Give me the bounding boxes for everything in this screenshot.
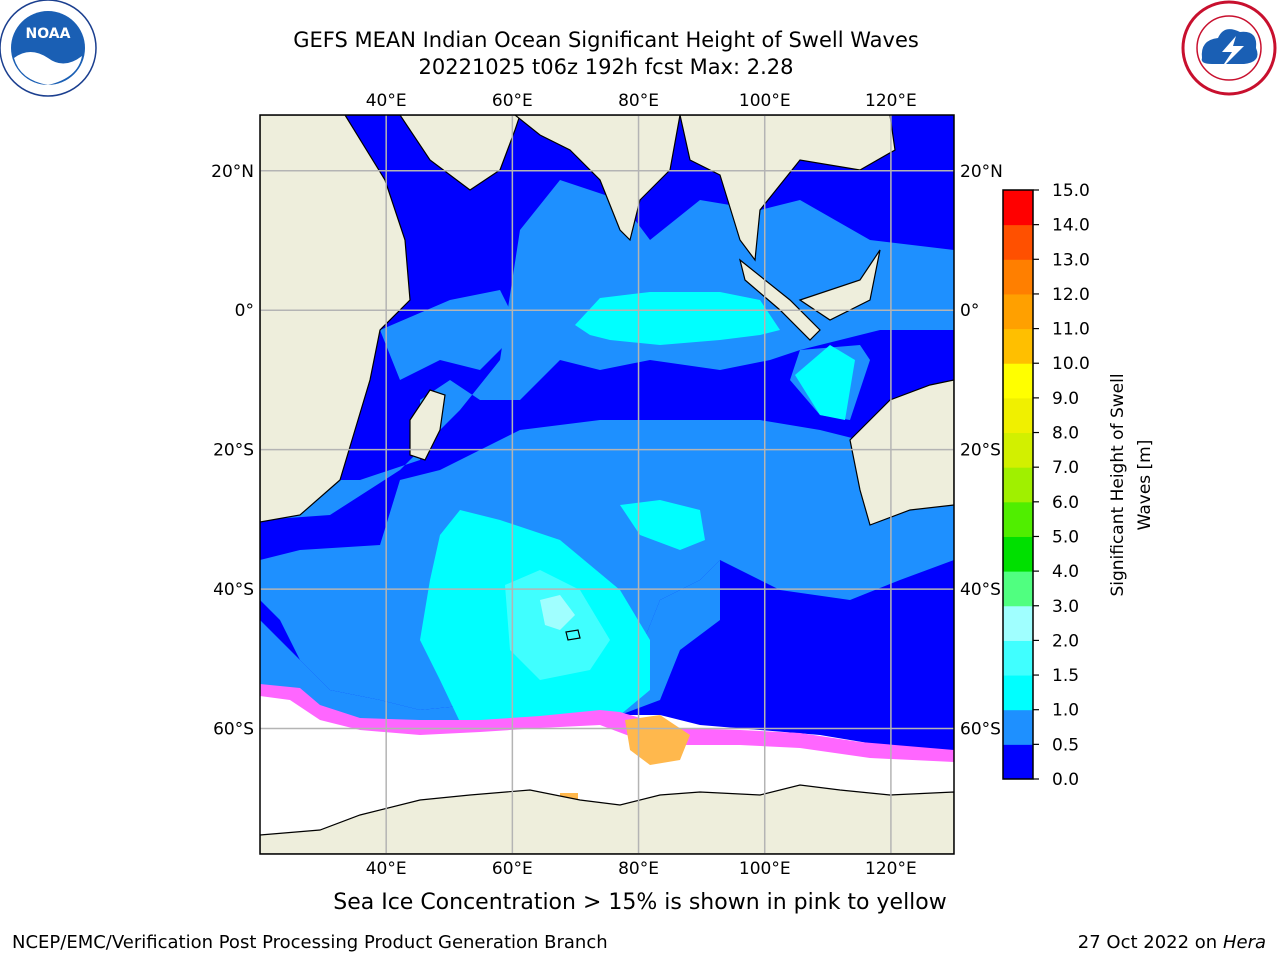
colorbar-swatch <box>1003 571 1033 607</box>
colorbar-swatch <box>1003 501 1033 537</box>
land-southeast-asia <box>679 115 896 262</box>
colorbar-tick-label: 7.0 <box>1052 458 1079 478</box>
land-sumatra <box>738 258 821 341</box>
land-borneo <box>798 249 881 321</box>
lon-tick-label-bottom: 60°E <box>492 859 533 879</box>
colorbar: 0.0 0.5 1.0 1.5 2.0 3.0 4.0 5.0 6.0 7.0 8.0 9.0 10.0… <box>1002 181 1090 790</box>
colorbar-tick-label: 15.0 <box>1052 181 1090 201</box>
colorbar-tick-label: 10.0 <box>1052 354 1090 374</box>
colorbar-swatch <box>1003 536 1033 572</box>
lon-tick-label-bottom: 120°E <box>865 859 917 879</box>
lat-tick-label-right: 20°N <box>960 162 1003 182</box>
colorbar-swatch <box>1003 709 1033 745</box>
colorbar-swatch <box>1003 675 1033 711</box>
colorbar-swatch <box>1003 293 1033 330</box>
colorbar-swatch <box>1003 397 1033 434</box>
lon-tick-label-bottom: 100°E <box>739 859 791 879</box>
lon-tick-label-top: 120°E <box>865 91 917 111</box>
lat-tick-label-right: 60°S <box>960 720 1001 740</box>
land-australia <box>849 379 954 526</box>
colorbar-tick-label: 5.0 <box>1052 527 1079 547</box>
map-subtitle: 20221025 t06z 192h fcst Max: 2.28 <box>418 55 794 79</box>
lat-tick-label-left: 20°N <box>211 162 254 182</box>
colorbar-swatch <box>1003 432 1033 468</box>
colorbar-swatch <box>1003 363 1033 399</box>
colorbar-tick-label: 2.0 <box>1052 631 1079 651</box>
footer-host: Hera <box>1222 932 1266 953</box>
colorbar-label-line1: Significant Height of Swell <box>1108 373 1128 596</box>
nws-lightning-icon <box>1220 36 1244 70</box>
lon-tick-label-top: 40°E <box>366 91 407 111</box>
swell-zone-1-0m-equatorial <box>575 292 780 345</box>
swell-zone-0-5m-somalia <box>380 290 520 380</box>
noaa-logo: NOAA <box>0 0 97 97</box>
colorbar-tick-label: 0.0 <box>1052 770 1079 790</box>
swell-zone-1-0m-central <box>620 500 705 550</box>
colorbar-swatch <box>1003 190 1033 226</box>
colorbar-swatch <box>1003 744 1033 780</box>
land-madagascar <box>409 389 446 461</box>
lon-tick-label-top: 100°E <box>739 91 791 111</box>
colorbar-tick-label: 6.0 <box>1052 493 1079 513</box>
colorbar-tick-label: 12.0 <box>1052 285 1090 305</box>
colorbar-tick-label: 3.0 <box>1052 597 1079 617</box>
footer-credit: NCEP/EMC/Verification Post Processing Pr… <box>12 932 608 953</box>
colorbar-tick-label: 13.0 <box>1052 250 1090 270</box>
colorbar-tick-label: 0.5 <box>1052 735 1079 755</box>
colorbar-swatch <box>1003 259 1033 295</box>
footer-date-text: 27 Oct 2022 on <box>1077 932 1223 953</box>
colorbar-swatch <box>1003 640 1033 676</box>
colorbar-swatch <box>1003 224 1033 260</box>
noaa-bird-icon <box>14 52 82 85</box>
lon-tick-label-top: 60°E <box>492 91 533 111</box>
lat-tick-label-right: 20°S <box>960 441 1001 461</box>
sea-ice-edge-pink <box>260 684 954 762</box>
colorbar-tick-label: 14.0 <box>1052 216 1090 236</box>
lon-tick-label-bottom: 40°E <box>366 859 407 879</box>
footer-date: 27 Oct 2022 on Hera <box>1078 932 1266 953</box>
map-frame <box>259 114 955 855</box>
lon-tick-label-top: 80°E <box>618 91 659 111</box>
noaa-logo-text: NOAA <box>26 26 71 42</box>
colorbar-tick-label: 9.0 <box>1052 389 1079 409</box>
colorbar-swatch <box>1003 467 1033 503</box>
colorbar-swatch <box>1003 328 1033 364</box>
map-title: GEFS MEAN Indian Ocean Significant Heigh… <box>293 28 919 52</box>
map-gridlines <box>260 115 954 854</box>
lat-tick-label-left: 40°S <box>213 580 254 600</box>
colorbar-frame <box>1002 189 1034 780</box>
map-axis-labels: 40°E 40°E 60°E 60°E 80°E 80°E 100°E 100°E 120°E 1… <box>211 91 1003 879</box>
lon-tick-label-bottom: 80°E <box>618 859 659 879</box>
colorbar-tick-label: 11.0 <box>1052 320 1090 340</box>
lat-tick-label-right: 0° <box>960 301 979 321</box>
lat-tick-label-right: 40°S <box>960 580 1001 600</box>
colorbar-tick-label: 1.0 <box>1052 701 1079 721</box>
nws-logo <box>1181 0 1277 96</box>
sea-ice-caption: Sea Ice Concentration > 15% is shown in … <box>333 890 947 915</box>
colorbar-label-line2: Waves [m] <box>1135 440 1155 531</box>
colorbar-tick-label: 4.0 <box>1052 562 1079 582</box>
swell-zone-2-0m <box>540 595 575 630</box>
land-antarctica <box>260 784 954 854</box>
colorbar-tick-label: 1.5 <box>1052 666 1079 686</box>
colorbar-swatch <box>1003 605 1033 641</box>
lat-tick-label-left: 0° <box>235 301 254 321</box>
land-africa <box>260 115 411 523</box>
swell-zone-1-0m-east <box>795 345 855 420</box>
lat-tick-label-left: 20°S <box>213 441 254 461</box>
sea-ice-high-concentration <box>625 715 690 765</box>
lat-tick-label-left: 60°S <box>213 720 254 740</box>
colorbar-tick-label: 8.0 <box>1052 424 1079 444</box>
map-plot <box>260 115 954 854</box>
land-kerguelen <box>565 629 581 641</box>
